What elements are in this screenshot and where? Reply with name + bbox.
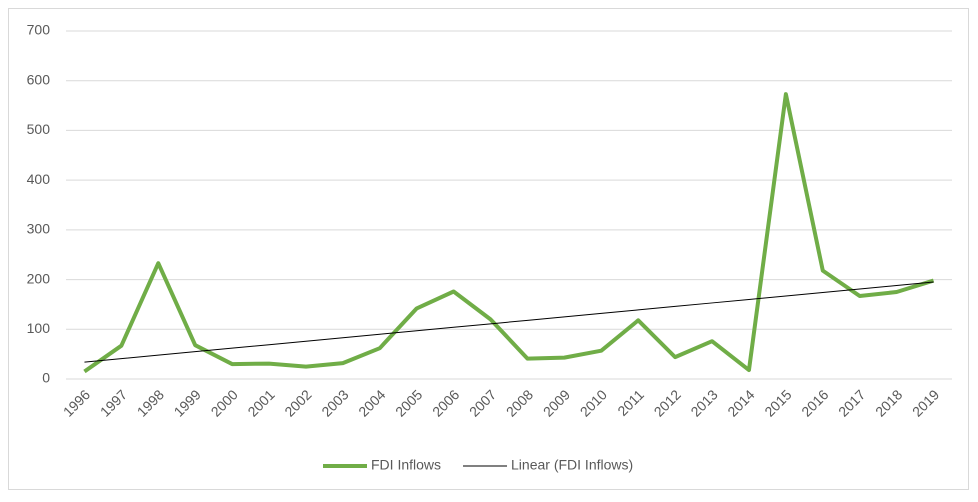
y-tick-label: 0 [42,370,50,386]
y-tick-label: 200 [27,270,51,286]
data-line [83,92,935,374]
legend-label: FDI Inflows [371,457,441,473]
chart-frame [8,8,969,490]
y-tick-label: 500 [27,121,51,137]
y-tick-label: 100 [27,320,51,336]
y-tick-label: 300 [27,221,51,237]
y-tick-label: 600 [27,71,51,87]
legend-label: Linear (FDI Inflows) [511,457,633,473]
trend-line [84,281,934,363]
y-tick-label: 700 [27,22,51,38]
y-tick-label: 400 [27,171,51,187]
